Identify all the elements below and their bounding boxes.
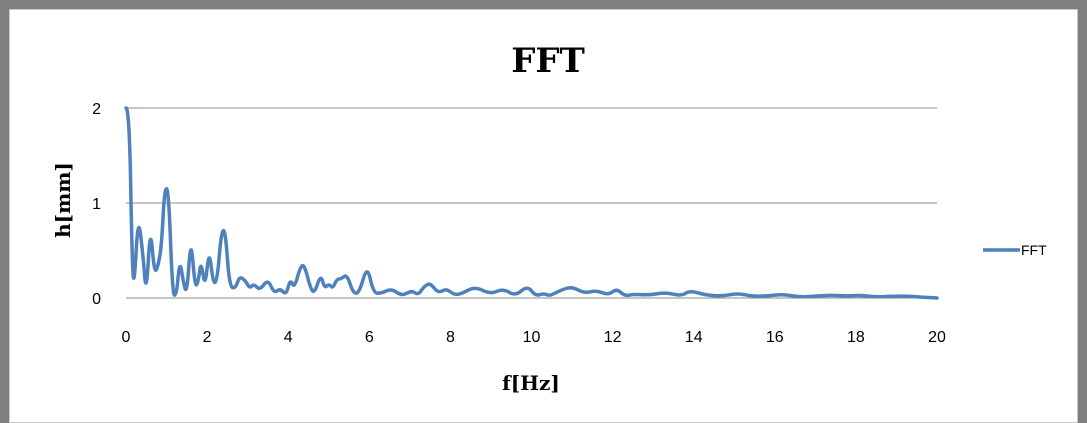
y-tick-label: 0 <box>92 291 101 308</box>
gridlines <box>126 107 937 299</box>
x-axis-title: f[Hz] <box>502 371 560 395</box>
y-tick-label: 1 <box>92 196 101 213</box>
x-tick-label: 16 <box>766 329 784 346</box>
x-tick-labels: 0 2 4 6 8 10 12 14 16 18 20 <box>122 329 946 346</box>
y-axis-title: h[mm] <box>51 162 75 238</box>
legend: FFT <box>983 242 1047 258</box>
x-tick-label: 18 <box>847 329 865 346</box>
x-tick-label: 2 <box>203 329 212 346</box>
x-tick-label: 4 <box>284 329 293 346</box>
x-tick-label: 14 <box>685 329 703 346</box>
y-tick-labels: 0 1 2 <box>92 101 101 308</box>
x-tick-label: 12 <box>604 329 622 346</box>
fft-series-line <box>124 106 939 300</box>
chart-title: FFT <box>511 41 585 81</box>
chart-area <box>9 9 1078 423</box>
x-tick-label: 0 <box>122 329 131 346</box>
y-tick-label: 2 <box>92 101 101 118</box>
x-tick-label: 6 <box>365 329 374 346</box>
x-tick-label: 10 <box>523 329 541 346</box>
legend-label: FFT <box>1021 242 1047 258</box>
x-tick-label: 20 <box>928 329 946 346</box>
x-tick-label: 8 <box>446 329 455 346</box>
